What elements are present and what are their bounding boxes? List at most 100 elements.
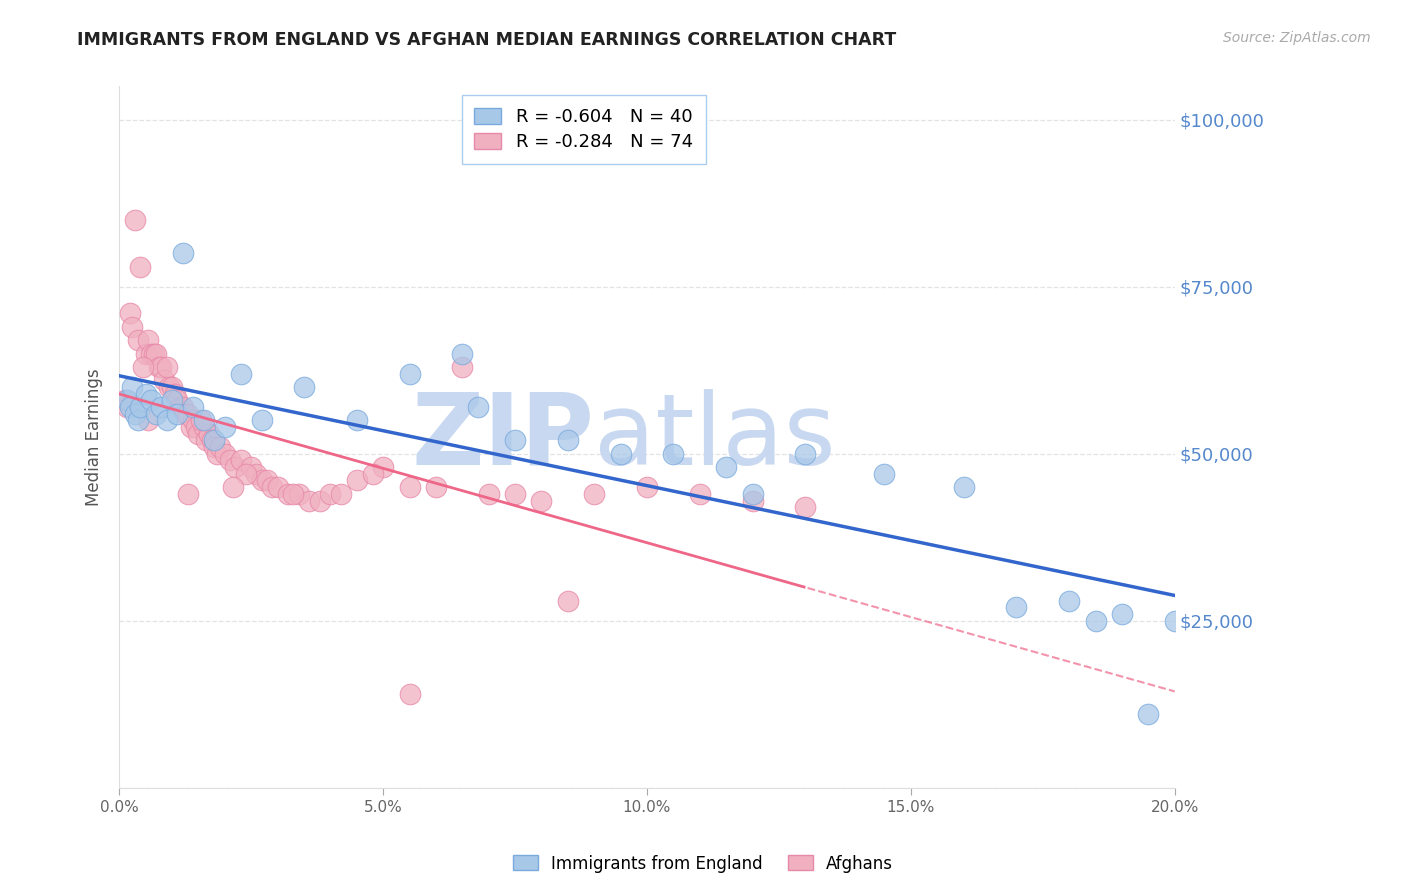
Point	[205, 447, 228, 461]
Point	[181, 400, 204, 414]
Point	[1084, 614, 1107, 628]
Point	[319, 487, 342, 501]
Point	[118, 400, 141, 414]
Text: ZIP: ZIP	[412, 389, 595, 485]
Point	[398, 480, 420, 494]
Point	[139, 346, 162, 360]
Point	[132, 359, 155, 374]
Point	[135, 386, 157, 401]
Point	[609, 447, 631, 461]
Point	[283, 487, 305, 501]
Point	[287, 487, 309, 501]
Point	[177, 407, 200, 421]
Point	[256, 474, 278, 488]
Point	[156, 359, 179, 374]
Point	[1005, 600, 1028, 615]
Point	[636, 480, 658, 494]
Point	[181, 413, 204, 427]
Point	[373, 460, 395, 475]
Point	[1137, 707, 1160, 722]
Legend: Immigrants from England, Afghans: Immigrants from England, Afghans	[506, 848, 900, 880]
Point	[118, 306, 141, 320]
Point	[222, 480, 245, 494]
Point	[741, 487, 763, 501]
Point	[124, 407, 146, 421]
Point	[952, 480, 974, 494]
Point	[451, 359, 474, 374]
Point	[662, 447, 685, 461]
Point	[202, 434, 225, 448]
Point	[135, 346, 157, 360]
Point	[229, 367, 252, 381]
Point	[160, 380, 183, 394]
Point	[250, 474, 273, 488]
Point	[1164, 614, 1187, 628]
Point	[451, 346, 474, 360]
Point	[136, 333, 159, 347]
Point	[121, 380, 143, 394]
Point	[139, 393, 162, 408]
Point	[557, 434, 579, 448]
Point	[503, 434, 526, 448]
Point	[208, 440, 231, 454]
Point	[172, 246, 194, 260]
Point	[467, 400, 489, 414]
Point	[187, 426, 209, 441]
Point	[127, 413, 149, 427]
Point	[308, 493, 330, 508]
Point	[292, 380, 315, 394]
Legend: R = -0.604   N = 40, R = -0.284   N = 74: R = -0.604 N = 40, R = -0.284 N = 74	[461, 95, 706, 163]
Point	[156, 413, 179, 427]
Point	[329, 487, 352, 501]
Point	[794, 447, 817, 461]
Point	[129, 260, 152, 274]
Point	[224, 460, 246, 475]
Point	[1111, 607, 1133, 621]
Text: IMMIGRANTS FROM ENGLAND VS AFGHAN MEDIAN EARNINGS CORRELATION CHART: IMMIGRANTS FROM ENGLAND VS AFGHAN MEDIAN…	[77, 31, 897, 49]
Point	[136, 413, 159, 427]
Point	[245, 467, 267, 481]
Point	[240, 460, 263, 475]
Point	[145, 407, 167, 421]
Point	[124, 213, 146, 227]
Point	[198, 426, 221, 441]
Point	[714, 460, 737, 475]
Point	[361, 467, 384, 481]
Text: atlas: atlas	[595, 389, 835, 485]
Point	[557, 593, 579, 607]
Point	[163, 386, 186, 401]
Point	[174, 407, 197, 421]
Point	[150, 400, 173, 414]
Point	[398, 367, 420, 381]
Text: Source: ZipAtlas.com: Source: ZipAtlas.com	[1223, 31, 1371, 45]
Point	[184, 420, 207, 434]
Point	[250, 413, 273, 427]
Point	[214, 447, 236, 461]
Point	[229, 453, 252, 467]
Point	[160, 393, 183, 408]
Point	[873, 467, 896, 481]
Point	[157, 380, 180, 394]
Point	[219, 453, 242, 467]
Point	[114, 393, 136, 408]
Point	[115, 393, 138, 408]
Point	[277, 487, 299, 501]
Point	[503, 487, 526, 501]
Point	[180, 420, 202, 434]
Point	[741, 493, 763, 508]
Point	[166, 393, 188, 408]
Point	[478, 487, 501, 501]
Point	[145, 346, 167, 360]
Point	[235, 467, 257, 481]
Point	[166, 407, 188, 421]
Point	[398, 687, 420, 701]
Point	[1057, 593, 1080, 607]
Point	[214, 420, 236, 434]
Point	[121, 319, 143, 334]
Point	[172, 400, 194, 414]
Point	[346, 413, 368, 427]
Y-axis label: Median Earnings: Median Earnings	[86, 368, 103, 506]
Point	[201, 434, 224, 448]
Point	[193, 420, 215, 434]
Point	[202, 440, 225, 454]
